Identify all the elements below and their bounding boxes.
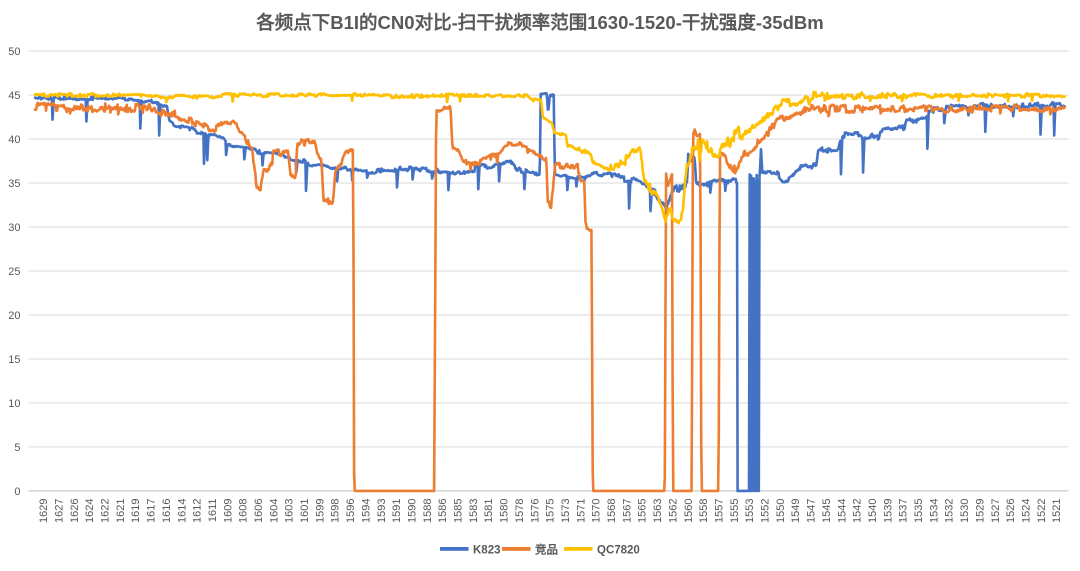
svg-text:5: 5	[14, 442, 20, 454]
svg-text:1606: 1606	[253, 499, 265, 523]
svg-text:1521: 1521	[1051, 499, 1063, 523]
svg-text:1594: 1594	[360, 499, 372, 523]
svg-text:1570: 1570	[591, 499, 603, 523]
svg-text:1573: 1573	[560, 499, 572, 523]
svg-text:1557: 1557	[714, 499, 726, 523]
svg-text:1532: 1532	[944, 499, 956, 523]
svg-text:1583: 1583	[468, 499, 480, 523]
svg-text:1563: 1563	[652, 499, 664, 523]
svg-text:30: 30	[8, 222, 20, 234]
svg-text:1535: 1535	[913, 499, 925, 523]
svg-text:1614: 1614	[176, 499, 188, 523]
svg-text:1612: 1612	[192, 499, 204, 523]
svg-text:1585: 1585	[453, 499, 465, 523]
svg-text:1591: 1591	[391, 499, 403, 523]
svg-text:1547: 1547	[806, 499, 818, 523]
svg-text:1558: 1558	[698, 499, 710, 523]
svg-text:1567: 1567	[621, 499, 633, 523]
svg-text:1601: 1601	[299, 499, 311, 523]
svg-text:1611: 1611	[207, 499, 219, 523]
svg-text:1617: 1617	[146, 499, 158, 523]
svg-text:1537: 1537	[898, 499, 910, 523]
svg-text:1598: 1598	[330, 499, 342, 523]
svg-text:1619: 1619	[130, 499, 142, 523]
svg-text:1526: 1526	[1005, 499, 1017, 523]
svg-text:1571: 1571	[575, 499, 587, 523]
svg-text:1621: 1621	[115, 499, 127, 523]
svg-text:1586: 1586	[437, 499, 449, 523]
svg-text:1576: 1576	[529, 499, 541, 523]
svg-text:1549: 1549	[790, 499, 802, 523]
svg-text:20: 20	[8, 310, 20, 322]
svg-text:1629: 1629	[38, 499, 50, 523]
svg-text:1590: 1590	[407, 499, 419, 523]
svg-text:1624: 1624	[84, 499, 96, 523]
svg-text:1568: 1568	[606, 499, 618, 523]
svg-text:50: 50	[8, 46, 20, 58]
svg-text:1555: 1555	[729, 499, 741, 523]
svg-text:1544: 1544	[836, 499, 848, 523]
svg-text:15: 15	[8, 354, 20, 366]
svg-text:1616: 1616	[161, 499, 173, 523]
svg-text:35: 35	[8, 178, 20, 190]
svg-text:1527: 1527	[990, 499, 1002, 523]
svg-text:25: 25	[8, 266, 20, 278]
svg-text:1540: 1540	[867, 499, 879, 523]
svg-text:1580: 1580	[499, 499, 511, 523]
svg-text:1524: 1524	[1021, 499, 1033, 523]
svg-text:1622: 1622	[100, 499, 112, 523]
svg-text:1565: 1565	[637, 499, 649, 523]
svg-text:1578: 1578	[514, 499, 526, 523]
svg-text:1552: 1552	[760, 499, 772, 523]
svg-text:K823: K823	[473, 545, 501, 557]
svg-text:1522: 1522	[1036, 499, 1048, 523]
svg-text:1530: 1530	[959, 499, 971, 523]
svg-text:1562: 1562	[668, 499, 680, 523]
svg-text:1553: 1553	[744, 499, 756, 523]
svg-text:1626: 1626	[69, 499, 81, 523]
svg-text:1529: 1529	[975, 499, 987, 523]
svg-text:40: 40	[8, 134, 20, 146]
svg-text:1627: 1627	[54, 499, 66, 523]
svg-text:1588: 1588	[422, 499, 434, 523]
svg-text:1545: 1545	[821, 499, 833, 523]
svg-text:各频点下B1I的CN0对比-扫干扰频率范围1630-1520: 各频点下B1I的CN0对比-扫干扰频率范围1630-1520-干扰强度-35dB…	[255, 12, 823, 33]
svg-text:1609: 1609	[222, 499, 234, 523]
svg-text:竞品: 竞品	[535, 543, 558, 557]
svg-text:1534: 1534	[928, 499, 940, 523]
svg-text:1550: 1550	[775, 499, 787, 523]
svg-text:1603: 1603	[284, 499, 296, 523]
svg-text:1599: 1599	[314, 499, 326, 523]
svg-text:45: 45	[8, 90, 20, 102]
svg-text:1593: 1593	[376, 499, 388, 523]
svg-text:1608: 1608	[238, 499, 250, 523]
svg-text:1581: 1581	[483, 499, 495, 523]
svg-text:1542: 1542	[852, 499, 864, 523]
svg-text:1604: 1604	[268, 499, 280, 523]
svg-text:10: 10	[8, 398, 20, 410]
svg-text:0: 0	[14, 486, 20, 498]
svg-text:1575: 1575	[545, 499, 557, 523]
svg-text:1539: 1539	[882, 499, 894, 523]
svg-text:QC7820: QC7820	[597, 545, 640, 557]
svg-text:1596: 1596	[345, 499, 357, 523]
svg-text:1560: 1560	[683, 499, 695, 523]
